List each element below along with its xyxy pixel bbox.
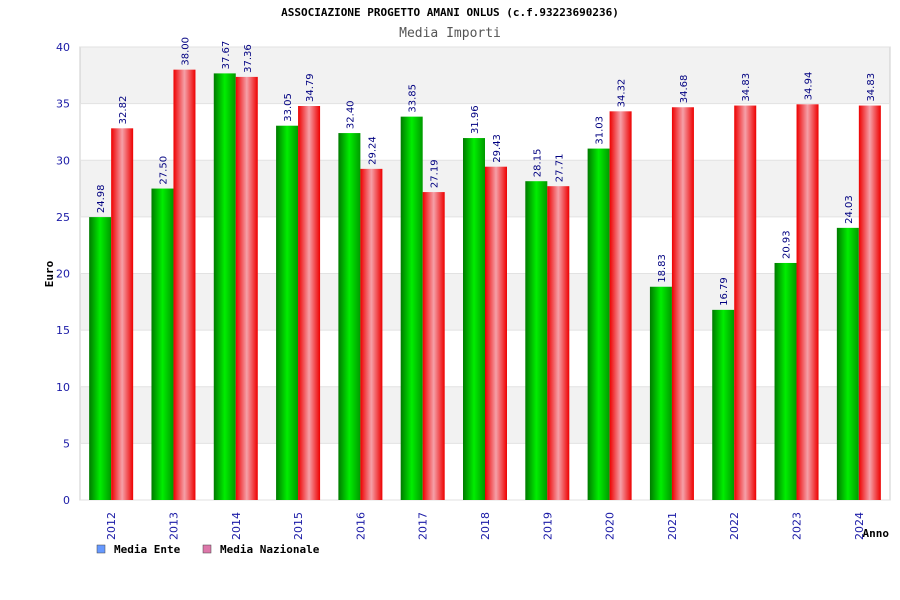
data-label: 33.85 bbox=[408, 84, 419, 113]
data-label: 16.79 bbox=[719, 277, 730, 306]
y-tick-label: 10 bbox=[56, 381, 70, 394]
bar-media-ente bbox=[587, 148, 610, 500]
bar-media-ente bbox=[213, 73, 236, 500]
x-tick-label: 2022 bbox=[728, 512, 741, 540]
data-label: 27.19 bbox=[430, 159, 441, 188]
legend: Media Ente Media Nazionale bbox=[96, 543, 320, 556]
y-tick-label: 0 bbox=[63, 494, 70, 507]
bar-media-ente bbox=[89, 217, 112, 500]
bar-media-ente bbox=[836, 227, 859, 501]
data-label: 27.71 bbox=[554, 154, 565, 183]
x-tick-label: 2018 bbox=[479, 512, 492, 540]
data-label: 31.03 bbox=[595, 116, 606, 145]
y-tick-label: 35 bbox=[56, 98, 70, 111]
bar-media-ente bbox=[276, 125, 299, 501]
data-label: 29.24 bbox=[367, 136, 378, 165]
data-label: 24.98 bbox=[96, 184, 107, 213]
bars: 24.98 32.82 27.50 38.00 37.67 37.36 33.05 34.79… bbox=[89, 37, 881, 501]
data-label: 32.40 bbox=[345, 100, 356, 129]
bar-media-nazionale bbox=[796, 104, 819, 500]
x-tick-label: 2016 bbox=[354, 512, 367, 540]
bar-media-ente bbox=[649, 286, 672, 500]
data-label: 34.83 bbox=[866, 73, 877, 102]
x-tick-label: 2017 bbox=[417, 512, 430, 540]
x-tick-label: 2014 bbox=[230, 512, 243, 540]
bar-media-nazionale bbox=[111, 128, 134, 500]
plot-band bbox=[80, 47, 890, 104]
data-label: 38.00 bbox=[180, 37, 191, 66]
data-label: 20.93 bbox=[782, 230, 793, 259]
bar-media-ente bbox=[400, 116, 423, 501]
x-tick-label: 2013 bbox=[167, 512, 180, 540]
y-axis-label: Euro bbox=[43, 260, 56, 287]
data-label: 18.83 bbox=[657, 254, 668, 283]
bar-media-ente bbox=[338, 133, 361, 500]
x-tick-label: 2015 bbox=[292, 512, 305, 540]
x-axis-ticks: 2012 2013 2014 2015 2016 2017 2018 2019 2020 2021… bbox=[105, 512, 866, 540]
legend-swatch-media-nazionale bbox=[202, 544, 212, 554]
bar-media-nazionale bbox=[360, 168, 383, 500]
bar-media-nazionale bbox=[547, 186, 570, 500]
x-tick-label: 2012 bbox=[105, 512, 118, 540]
data-label: 31.96 bbox=[470, 105, 481, 134]
data-label: 34.83 bbox=[741, 73, 752, 102]
data-label: 34.79 bbox=[305, 73, 316, 102]
data-label: 34.32 bbox=[617, 79, 628, 108]
bar-media-nazionale bbox=[609, 111, 632, 501]
y-axis-ticks: 0 5 10 15 20 25 30 35 40 bbox=[56, 41, 70, 507]
data-label: 32.82 bbox=[118, 96, 129, 125]
chart-subtitle: Media Importi bbox=[399, 26, 501, 41]
x-tick-label: 2019 bbox=[541, 512, 554, 540]
y-tick-label: 25 bbox=[56, 211, 70, 224]
data-label: 28.15 bbox=[532, 149, 543, 178]
data-label: 37.67 bbox=[221, 41, 232, 70]
bar-media-nazionale bbox=[858, 105, 881, 501]
y-tick-label: 5 bbox=[63, 437, 70, 450]
bar-media-nazionale bbox=[671, 107, 694, 501]
data-label: 27.50 bbox=[158, 156, 169, 185]
bar-media-nazionale bbox=[485, 166, 507, 500]
bar-media-nazionale bbox=[422, 192, 445, 501]
data-label: 33.05 bbox=[283, 93, 294, 122]
y-tick-label: 40 bbox=[56, 41, 70, 54]
data-label: 34.68 bbox=[679, 75, 690, 104]
bar-media-ente bbox=[774, 262, 797, 500]
chart-title: ASSOCIAZIONE PROGETTO AMANI ONLUS (c.f.9… bbox=[281, 6, 619, 19]
x-tick-label: 2024 bbox=[853, 512, 866, 540]
y-tick-label: 20 bbox=[56, 268, 70, 281]
x-tick-label: 2020 bbox=[604, 512, 617, 540]
data-label: 37.36 bbox=[243, 44, 254, 73]
bar-media-nazionale bbox=[173, 69, 196, 501]
x-tick-label: 2023 bbox=[791, 512, 804, 540]
bar-media-ente bbox=[463, 138, 485, 501]
data-label: 29.43 bbox=[492, 134, 503, 163]
x-axis-label: Anno bbox=[863, 527, 890, 540]
bar-media-nazionale bbox=[298, 106, 321, 501]
legend-label-media-ente: Media Ente bbox=[114, 543, 181, 556]
bar-media-ente bbox=[712, 309, 735, 500]
data-label: 24.03 bbox=[844, 195, 855, 224]
bar-media-nazionale bbox=[235, 76, 258, 500]
x-tick-label: 2021 bbox=[666, 512, 679, 540]
bar-media-nazionale bbox=[734, 105, 757, 501]
bar-media-ente bbox=[525, 181, 548, 501]
y-tick-label: 15 bbox=[56, 324, 70, 337]
bar-media-ente bbox=[151, 188, 174, 500]
legend-label-media-nazionale: Media Nazionale bbox=[220, 543, 320, 556]
data-label: 34.94 bbox=[804, 72, 815, 101]
legend-swatch-media-ente bbox=[96, 544, 106, 554]
y-tick-label: 30 bbox=[56, 154, 70, 167]
